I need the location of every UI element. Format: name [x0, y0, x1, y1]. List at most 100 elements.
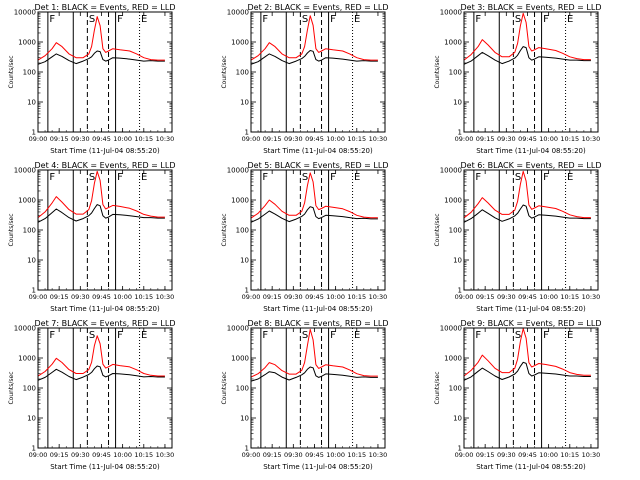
- panel-title: Det 3: BLACK = Events, RED = LLD: [461, 3, 602, 12]
- lld-series-line: [463, 170, 591, 219]
- y-tick-label: 1: [32, 445, 36, 453]
- x-tick-label: 09:15: [263, 135, 282, 143]
- x-tick-label: 10:30: [369, 451, 388, 459]
- y-tick-label: 10000: [440, 9, 462, 17]
- y-tick-label: 10: [240, 415, 249, 423]
- y-tick-label: 100: [236, 69, 249, 77]
- y-tick-label: 1000: [18, 355, 36, 363]
- marker-label: F: [330, 172, 336, 183]
- x-tick-label: 10:15: [347, 451, 366, 459]
- lld-series-line: [250, 15, 378, 61]
- lld-series-line: [463, 12, 591, 61]
- events-series-line: [463, 46, 591, 65]
- y-axis-label: Counts/sec: [434, 371, 441, 404]
- y-tick-label: 100: [23, 69, 36, 77]
- x-axis-label: Start Time (11-Jul-04 08:55:20): [50, 463, 160, 471]
- marker-label: S: [89, 330, 95, 341]
- y-tick-label: 10000: [227, 167, 249, 175]
- x-tick-label: 10:15: [134, 451, 153, 459]
- x-tick-label: 10:30: [156, 293, 175, 301]
- y-tick-label: 100: [236, 385, 249, 393]
- marker-label: F: [475, 330, 481, 341]
- lld-series-line: [250, 172, 378, 219]
- detector-panel: Det 1: BLACK = Events, RED = LLD Counts/s…: [8, 3, 175, 155]
- panel-title: Det 2: BLACK = Events, RED = LLD: [248, 3, 389, 12]
- y-tick-label: 100: [23, 385, 36, 393]
- x-tick-label: 09:45: [305, 135, 324, 143]
- detector-panel: Det 9: BLACK = Events, RED = LLD Counts/s…: [434, 319, 601, 471]
- y-tick-label: 1: [458, 445, 462, 453]
- y-tick-label: 10000: [440, 167, 462, 175]
- y-tick-label: 1: [458, 129, 462, 137]
- detector-panel: Det 7: BLACK = Events, RED = LLD Counts/s…: [8, 319, 175, 471]
- x-tick-label: 09:00: [29, 293, 48, 301]
- marker-label: F: [543, 14, 549, 25]
- y-tick-label: 1: [32, 287, 36, 295]
- detector-panel: Det 2: BLACK = Events, RED = LLD Counts/s…: [221, 3, 388, 155]
- y-axis-label: Counts/sec: [8, 55, 15, 88]
- x-tick-label: 10:15: [560, 293, 579, 301]
- events-series-line: [37, 50, 165, 65]
- x-tick-label: 10:00: [326, 135, 345, 143]
- marker-label: F: [330, 14, 336, 25]
- y-tick-label: 10000: [227, 325, 249, 333]
- x-tick-label: 09:45: [518, 451, 537, 459]
- y-axis-label: Counts/sec: [434, 55, 441, 88]
- x-tick-label: 10:00: [326, 293, 345, 301]
- x-tick-label: 10:30: [369, 135, 388, 143]
- y-tick-label: 10000: [14, 325, 36, 333]
- x-tick-label: 09:15: [263, 293, 282, 301]
- y-tick-label: 1: [245, 445, 249, 453]
- events-series-line: [250, 366, 378, 382]
- x-tick-label: 09:00: [455, 451, 474, 459]
- panel-title: Det 7: BLACK = Events, RED = LLD: [35, 319, 176, 328]
- marker-label: E: [141, 172, 147, 183]
- marker-label: E: [141, 14, 147, 25]
- y-tick-label: 1000: [444, 197, 462, 205]
- panel-title: Det 8: BLACK = Events, RED = LLD: [248, 319, 389, 328]
- y-tick-label: 10000: [14, 167, 36, 175]
- x-tick-label: 09:30: [71, 135, 90, 143]
- marker-label: F: [49, 330, 55, 341]
- y-tick-label: 1000: [444, 39, 462, 47]
- plot-frame: [37, 327, 173, 449]
- lld-series-line: [463, 328, 591, 377]
- lld-series-line: [37, 16, 165, 61]
- events-series-line: [463, 204, 591, 223]
- marker-label: F: [475, 172, 481, 183]
- x-tick-label: 09:45: [518, 135, 537, 143]
- x-tick-label: 09:15: [476, 293, 495, 301]
- x-tick-label: 09:45: [518, 293, 537, 301]
- y-tick-label: 1: [32, 129, 36, 137]
- marker-label: E: [567, 172, 573, 183]
- marker-label: S: [302, 330, 308, 341]
- y-tick-label: 10: [27, 99, 36, 107]
- x-tick-label: 09:15: [476, 451, 495, 459]
- x-tick-label: 09:30: [497, 451, 516, 459]
- x-tick-label: 09:30: [71, 451, 90, 459]
- marker-label: S: [89, 14, 95, 25]
- marker-label: F: [117, 330, 123, 341]
- y-tick-label: 10: [453, 99, 462, 107]
- lld-series-line: [37, 335, 165, 377]
- y-tick-label: 10000: [440, 325, 462, 333]
- y-axis-label: Counts/sec: [221, 213, 228, 246]
- x-tick-label: 10:30: [156, 451, 175, 459]
- x-tick-label: 09:15: [50, 451, 69, 459]
- panel-title: Det 9: BLACK = Events, RED = LLD: [461, 319, 602, 328]
- y-tick-label: 100: [449, 385, 462, 393]
- plot-frame: [463, 11, 599, 133]
- x-axis-label: Start Time (11-Jul-04 08:55:20): [476, 147, 586, 155]
- y-tick-label: 100: [449, 69, 462, 77]
- y-tick-label: 10000: [227, 9, 249, 17]
- lld-series-line: [250, 328, 378, 378]
- lld-series-line: [37, 170, 165, 218]
- panel-title: Det 6: BLACK = Events, RED = LLD: [461, 161, 602, 170]
- plot-frame: [37, 11, 173, 133]
- y-tick-label: 100: [236, 227, 249, 235]
- y-tick-label: 10: [27, 257, 36, 265]
- x-tick-label: 10:30: [582, 293, 601, 301]
- x-tick-label: 09:15: [263, 451, 282, 459]
- x-tick-label: 10:30: [369, 293, 388, 301]
- events-series-line: [250, 206, 378, 223]
